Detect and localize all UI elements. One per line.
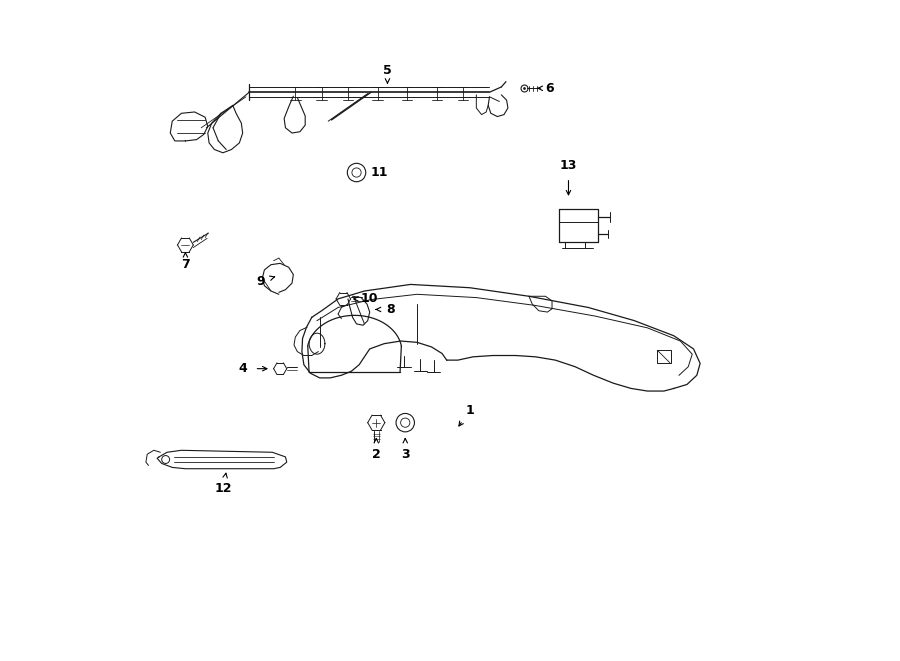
Text: 6: 6 bbox=[545, 82, 554, 95]
Text: 9: 9 bbox=[256, 274, 265, 288]
Text: 7: 7 bbox=[181, 258, 190, 271]
Text: 13: 13 bbox=[560, 159, 577, 173]
Text: 3: 3 bbox=[400, 447, 410, 461]
Text: 2: 2 bbox=[372, 447, 381, 461]
Text: 5: 5 bbox=[383, 64, 392, 77]
Text: 10: 10 bbox=[361, 292, 378, 305]
Text: 11: 11 bbox=[370, 166, 388, 179]
Text: 8: 8 bbox=[386, 303, 395, 316]
Text: 1: 1 bbox=[465, 405, 474, 417]
Text: 12: 12 bbox=[214, 482, 231, 495]
Text: 4: 4 bbox=[238, 362, 247, 375]
